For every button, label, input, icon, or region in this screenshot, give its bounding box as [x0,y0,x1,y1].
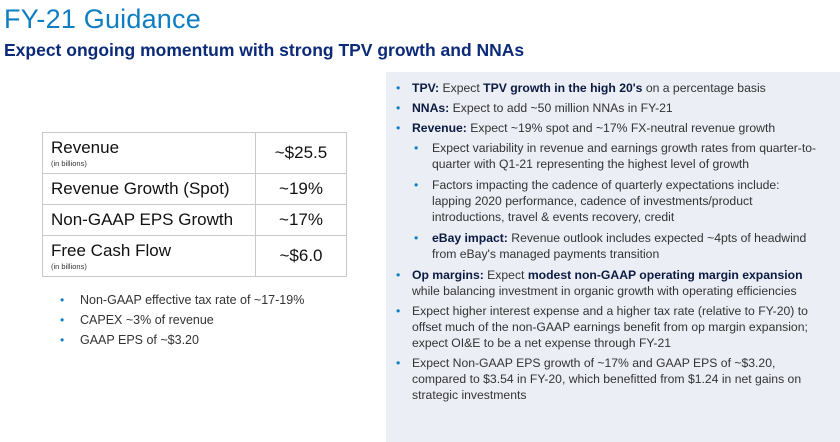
item-label: TPV: [412,81,440,95]
guidance-list: TPV: Expect TPV growth in the high 20's … [386,80,822,407]
table-row: Non-GAAP EPS Growth ~17% [42,204,347,236]
list-item-interest: Expect higher interest expense and a hig… [386,303,822,351]
item-text: Expect to add ~50 million NNAs in FY-21 [449,101,673,115]
list-item: GAAP EPS of ~$3.20 [60,330,304,350]
sub-list-item: Expect variability in revenue and earnin… [412,140,822,172]
guidance-table: Revenue (in billions) ~$25.5 Revenue Gro… [42,132,347,277]
item-label: Op margins: [412,268,484,282]
list-item-revenue: Revenue: Expect ~19% spot and ~17% FX-ne… [386,120,822,262]
revenue-sub-list: Expect variability in revenue and earnin… [412,140,822,262]
item-text: Revenue outlook includes expected ~4pts … [432,231,807,261]
metric-name: Revenue [51,138,120,157]
left-bullet-list: Non-GAAP effective tax rate of ~17-19% C… [60,290,304,350]
metric-value: ~$6.0 [255,235,347,277]
list-item: Non-GAAP effective tax rate of ~17-19% [60,290,304,310]
metric-label: Revenue (in billions) [42,132,256,174]
metric-value: ~$25.5 [255,132,347,174]
item-text: Expect [439,81,484,95]
page-subtitle: Expect ongoing momentum with strong TPV … [4,40,525,60]
sub-list-item: eBay impact: Revenue outlook includes ex… [412,230,822,262]
item-label: NNAs: [412,101,450,115]
metric-label: Revenue Growth (Spot) [42,173,256,205]
guidance-panel: TPV: Expect TPV growth in the high 20's … [386,72,840,442]
metric-label: Non-GAAP EPS Growth [42,204,256,236]
metric-value: ~17% [255,204,347,236]
metric-label: Free Cash Flow (in billions) [42,235,256,277]
metric-unit: (in billions) [51,262,87,271]
metric-value: ~19% [255,173,347,205]
page-title: FY-21 Guidance [4,4,201,34]
item-text: while balancing investment in organic gr… [412,284,797,298]
item-text: Expect ~19% spot and ~17% FX-neutral rev… [466,121,776,135]
item-text: Expect [483,268,528,282]
table-row: Revenue (in billions) ~$25.5 [42,132,347,174]
table-row: Free Cash Flow (in billions) ~$6.0 [42,235,347,277]
item-text: on a percentage basis [642,81,766,95]
table-row: Revenue Growth (Spot) ~19% [42,173,347,205]
list-item: CAPEX ~3% of revenue [60,310,304,330]
item-emphasis: modest non-GAAP operating margin expansi… [527,268,803,282]
list-item-eps: Expect Non-GAAP EPS growth of ~17% and G… [386,355,822,403]
item-label: eBay impact: [432,231,508,245]
list-item-tpv: TPV: Expect TPV growth in the high 20's … [386,80,822,96]
item-emphasis: TPV growth in the high 20's [483,81,643,95]
sub-list-item: Factors impacting the cadence of quarter… [412,177,822,225]
metric-unit: (in billions) [51,159,87,168]
list-item-nnas: NNAs: Expect to add ~50 million NNAs in … [386,100,822,116]
item-label: Revenue: [412,121,467,135]
list-item-op-margins: Op margins: Expect modest non-GAAP opera… [386,267,822,299]
metric-name: Free Cash Flow [51,241,171,260]
